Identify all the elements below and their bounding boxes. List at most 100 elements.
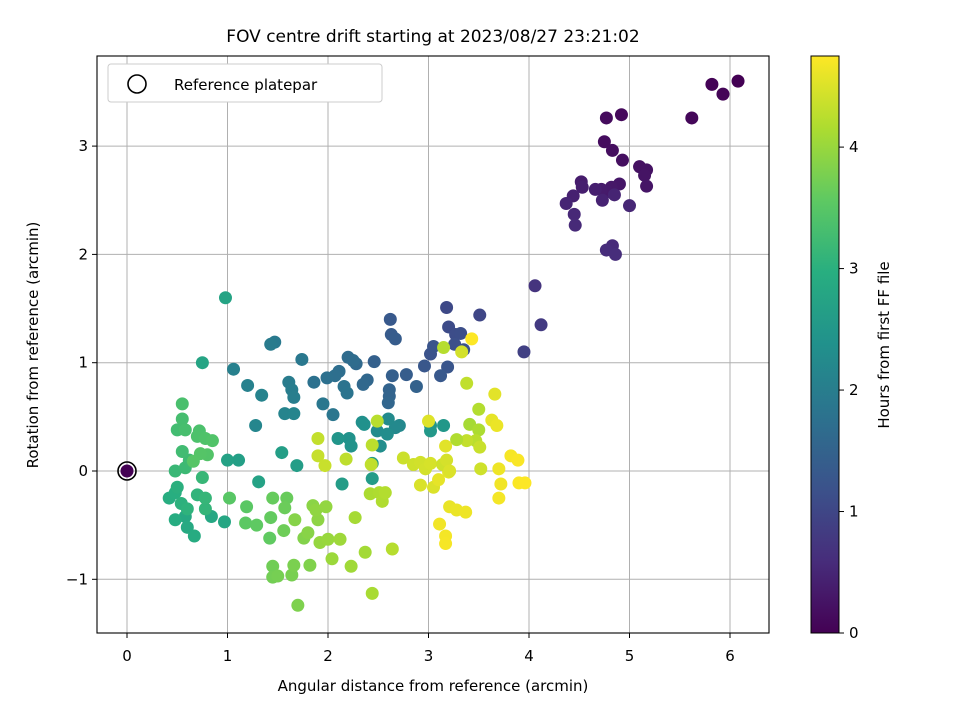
data-point (427, 339, 441, 353)
data-point (344, 439, 358, 453)
data-point (381, 412, 395, 426)
data-point (443, 464, 457, 478)
data-point (187, 529, 201, 543)
data-point (367, 355, 381, 369)
data-point (318, 459, 332, 473)
data-point (534, 318, 548, 332)
data-point (364, 458, 378, 472)
legend-marker (127, 74, 147, 94)
data-point (170, 480, 184, 494)
data-point (339, 452, 353, 466)
data-point (344, 559, 358, 573)
data-point (319, 500, 333, 514)
data-point (731, 74, 745, 88)
data-point (472, 402, 486, 416)
data-point (422, 414, 435, 428)
data-point (264, 337, 278, 351)
data-point (186, 454, 200, 468)
data-point (365, 472, 379, 486)
data-point (441, 360, 455, 374)
data-point (528, 279, 542, 293)
data-point (607, 188, 621, 202)
data-point (301, 526, 315, 540)
x-tick-label: 3 (424, 647, 434, 665)
data-point (255, 388, 269, 402)
data-point (280, 491, 294, 505)
data-point (240, 500, 254, 514)
data-point (640, 179, 654, 193)
data-point (439, 439, 453, 453)
data-point (595, 193, 609, 207)
colorbar-tick-label: 1 (849, 503, 859, 521)
x-tick-label: 1 (223, 647, 233, 665)
data-point (380, 427, 394, 441)
data-point (175, 412, 189, 426)
data-point (303, 558, 317, 572)
data-point (465, 332, 479, 346)
y-tick-label: 3 (78, 137, 88, 155)
data-point (168, 513, 182, 527)
data-point (278, 407, 292, 421)
data-point (472, 423, 486, 437)
data-point (454, 326, 468, 340)
data-point (370, 414, 384, 428)
data-point (559, 196, 573, 210)
data-point (218, 291, 232, 305)
data-point (175, 445, 189, 459)
data-point (517, 345, 531, 359)
data-point (249, 419, 263, 433)
data-point (266, 559, 280, 573)
x-axis-ticks: 0 1 2 3 4 5 6 (122, 633, 735, 665)
data-point (567, 207, 581, 221)
data-point (511, 453, 525, 467)
colorbar-tick-label: 2 (849, 381, 859, 399)
data-point (309, 503, 323, 517)
data-point (638, 168, 652, 182)
data-point (320, 371, 334, 385)
reference-point-fill (120, 464, 134, 478)
data-point (291, 598, 305, 612)
x-tick-label: 0 (122, 647, 132, 665)
data-point (434, 369, 448, 383)
data-point (381, 396, 395, 410)
data-point (288, 513, 302, 527)
data-point (168, 464, 182, 478)
data-point (399, 368, 413, 382)
data-point (335, 477, 349, 491)
data-point (605, 143, 619, 157)
data-point (437, 341, 451, 355)
data-point (494, 477, 508, 491)
data-point (358, 545, 372, 559)
data-point (518, 476, 532, 490)
data-point (432, 473, 446, 487)
data-point (316, 397, 330, 411)
data-point (588, 182, 602, 196)
y-tick-label: 1 (78, 354, 88, 372)
data-point (232, 453, 246, 467)
data-point (474, 462, 488, 476)
x-tick-label: 4 (524, 647, 534, 665)
data-point (357, 417, 371, 431)
data-point (385, 369, 399, 383)
data-points (162, 74, 745, 612)
data-point (488, 387, 502, 401)
data-point (440, 453, 454, 467)
data-point (492, 462, 506, 476)
legend-box (107, 63, 383, 103)
data-point (473, 308, 487, 322)
data-point (275, 446, 289, 460)
data-point (287, 407, 301, 421)
data-point (716, 87, 730, 101)
y-tick-label: 2 (78, 245, 88, 263)
data-point (250, 518, 264, 532)
data-point (705, 77, 719, 91)
data-point (285, 568, 299, 582)
data-point (195, 356, 209, 370)
y-tick-label: 0 (78, 462, 88, 480)
data-point (370, 424, 384, 438)
x-axis-label: Angular distance from reference (arcmin) (278, 677, 589, 695)
data-point (311, 432, 325, 446)
data-point (331, 432, 345, 446)
data-point (239, 516, 253, 530)
data-point (437, 419, 451, 433)
